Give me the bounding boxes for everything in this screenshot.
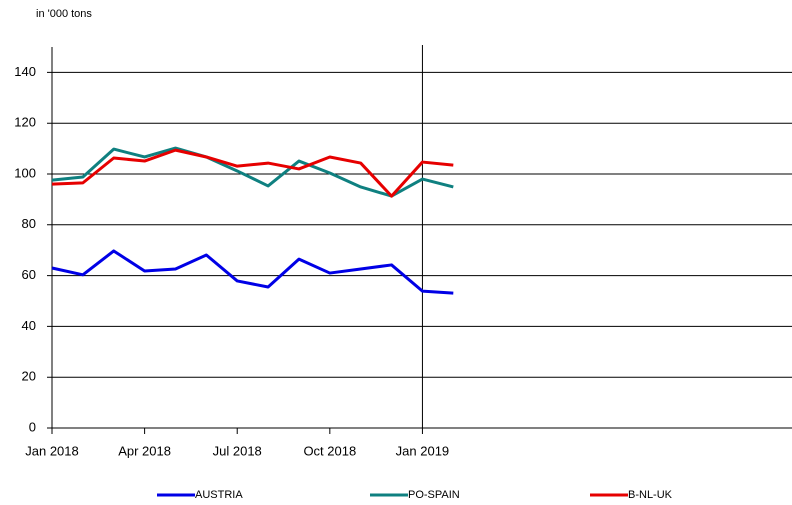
y-tick-label: 20: [22, 369, 36, 384]
chart-subtitle: in '000 tons: [36, 8, 92, 20]
series-line: [51, 249, 454, 295]
y-tick-label: 100: [14, 165, 36, 180]
y-tick-label: 80: [22, 216, 36, 231]
legend-label: AUSTRIA: [195, 489, 243, 501]
x-tick-label: Jan 2018: [25, 443, 79, 458]
x-tick-label: Jan 2019: [396, 443, 450, 458]
y-tick-label: 120: [14, 115, 36, 130]
legend-label: PO-SPAIN: [408, 489, 460, 501]
legend-label: B-NL-UK: [628, 489, 673, 501]
y-tick-label: 0: [29, 419, 36, 434]
series-line: [51, 146, 454, 198]
y-tick-label: 60: [22, 267, 36, 282]
series-line: [51, 148, 454, 198]
x-tick-label: Oct 2018: [303, 443, 356, 458]
x-tick-label: Jul 2018: [213, 443, 262, 458]
x-tick-label: Apr 2018: [118, 443, 171, 458]
y-tick-label: 40: [22, 318, 36, 333]
y-tick-label: 140: [14, 64, 36, 79]
